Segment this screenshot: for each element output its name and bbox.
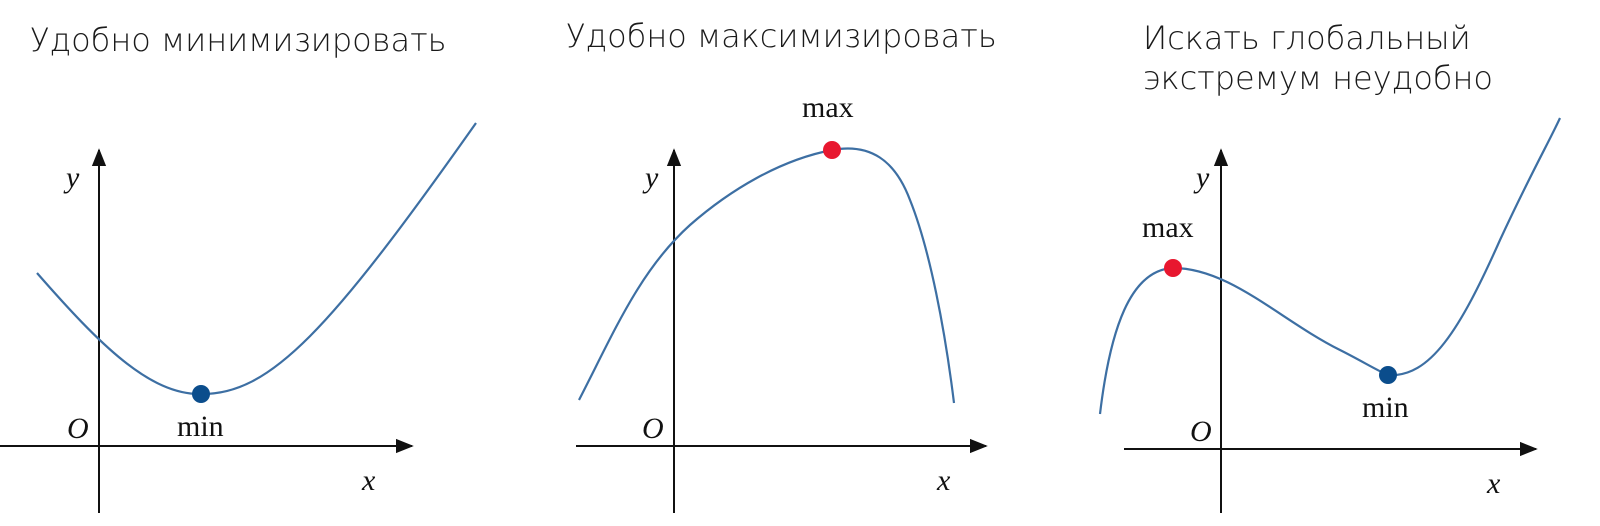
panel-3-min-point [1379, 366, 1397, 384]
panel-1-curve [36, 122, 477, 396]
panel-3-max-label: max [1142, 211, 1194, 244]
panel-1: y x O min [0, 122, 477, 513]
panel-3-min-label: min [1362, 391, 1409, 424]
panel-1-y-label: y [63, 161, 80, 194]
panel-1-min-label: min [177, 410, 224, 443]
panel-1-title: Удобно минимизировать [30, 20, 446, 60]
panel-3-x-label: x [1486, 467, 1501, 500]
panel-3: y x O max min [1098, 117, 1562, 513]
panel-1-title-line-1: Удобно минимизировать [30, 21, 447, 59]
panel-1-x-label: x [361, 464, 376, 497]
panel-3-y-label: y [1193, 161, 1210, 194]
panel-3-max-point [1164, 259, 1182, 277]
panel-3-title-line-2: экстремум неудобно [1143, 59, 1493, 97]
panel-2-title-line-1: Удобно максимизировать [566, 17, 997, 55]
panel-2-title: Удобно максимизировать [566, 16, 997, 56]
panel-2: y x O max [576, 91, 988, 513]
panel-3-title-line-1: Искать глобальный [1143, 19, 1471, 57]
panel-2-origin-label: O [642, 412, 664, 445]
panel-1-min-point [192, 385, 210, 403]
panel-3-origin-label: O [1190, 415, 1212, 448]
panel-3-title: Искать глобальный экстремум неудобно [1143, 18, 1493, 98]
panel-2-max-label: max [802, 91, 854, 124]
panel-3-curve [1098, 117, 1562, 415]
panel-2-curve [578, 147, 956, 404]
panel-2-x-label: x [936, 464, 951, 497]
panel-1-origin-label: O [67, 412, 89, 445]
panel-2-y-label: y [642, 161, 659, 194]
panel-2-max-point [823, 141, 841, 159]
